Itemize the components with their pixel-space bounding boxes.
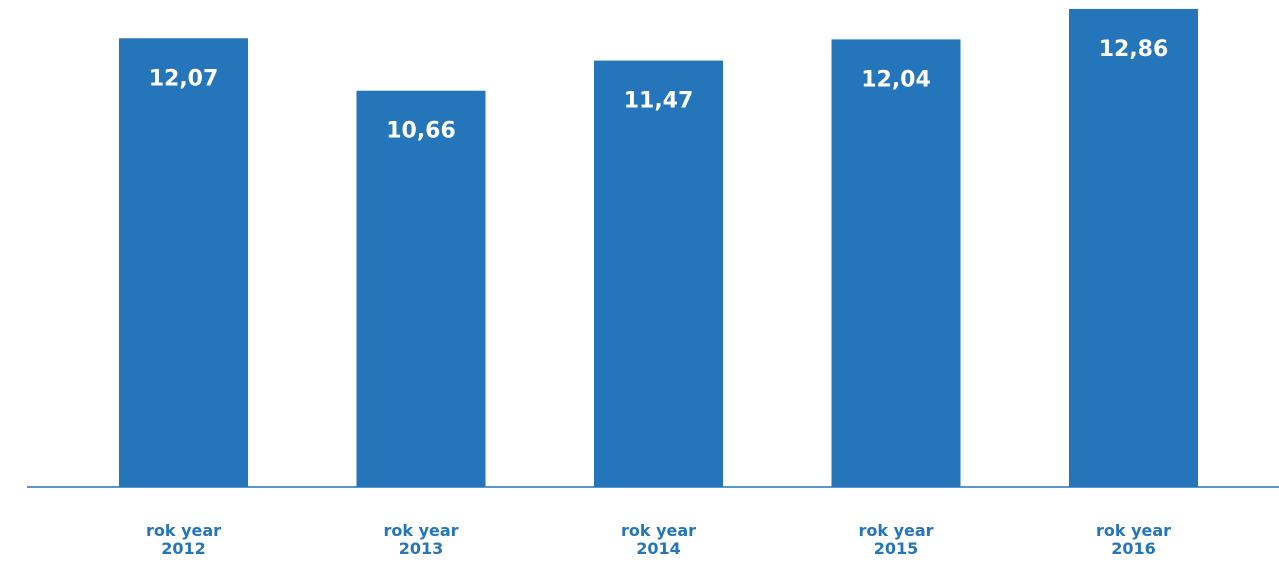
bar-2015 bbox=[831, 39, 961, 488]
category-line-year: 2015 bbox=[874, 539, 919, 558]
bar-2014 bbox=[594, 60, 723, 487]
data-label-2015: 12,04 bbox=[861, 67, 931, 92]
category-label-2013: rok year 2013 bbox=[383, 521, 458, 558]
category-line-text: rok year bbox=[1096, 521, 1171, 540]
category-line-text: rok year bbox=[858, 521, 933, 540]
category-line-year: 2014 bbox=[636, 539, 681, 558]
category-label-2015: rok year 2015 bbox=[858, 521, 933, 558]
data-label-2012: 12,07 bbox=[149, 66, 219, 91]
data-label-2016: 12,86 bbox=[1099, 37, 1169, 62]
bar-2012 bbox=[119, 38, 248, 488]
category-label-2014: rok year 2014 bbox=[621, 521, 696, 558]
category-label-2016: rok year 2016 bbox=[1096, 521, 1171, 558]
category-line-text: rok year bbox=[146, 521, 221, 540]
category-line-text: rok year bbox=[383, 521, 458, 540]
category-line-year: 2016 bbox=[1111, 539, 1156, 558]
category-label-2012: rok year 2012 bbox=[146, 521, 221, 558]
bar-2013 bbox=[356, 90, 486, 487]
category-line-year: 2012 bbox=[161, 539, 206, 558]
data-label-2014: 11,47 bbox=[624, 89, 694, 114]
bars-group: 12,07 10,66 11,47 12,04 12,86 bbox=[119, 8, 1198, 488]
bar-2016 bbox=[1069, 8, 1198, 487]
category-line-year: 2013 bbox=[399, 539, 444, 558]
data-label-2013: 10,66 bbox=[386, 119, 456, 144]
category-line-text: rok year bbox=[621, 521, 696, 540]
